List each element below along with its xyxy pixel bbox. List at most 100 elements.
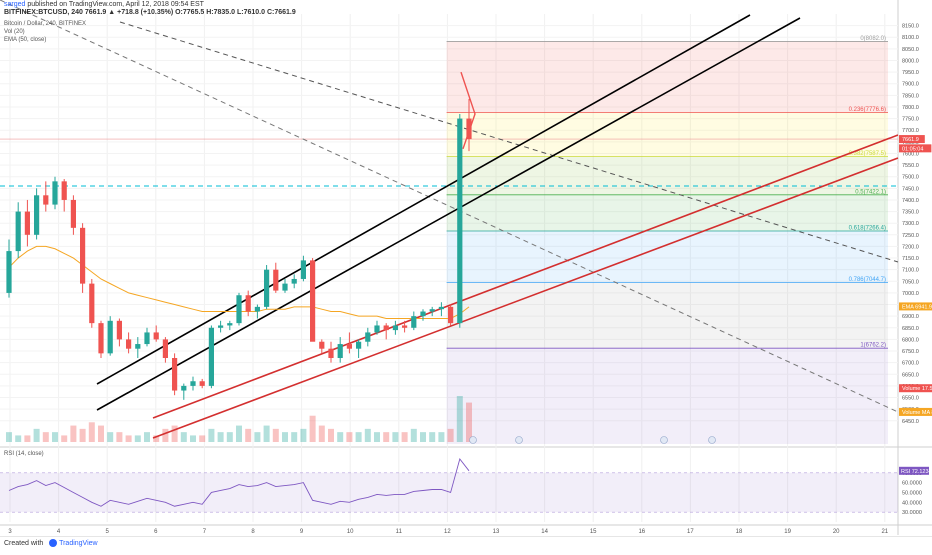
rsi-tick-label: 40.0000 <box>902 500 922 506</box>
volume-bar <box>52 432 58 442</box>
rsi-tick-label: 60.0000 <box>902 481 922 487</box>
footer: Created with TradingView <box>0 536 932 551</box>
red-channel-lower <box>152 157 899 439</box>
volume-bar <box>272 428 279 442</box>
candle-body <box>135 344 141 349</box>
candle-body <box>144 332 150 345</box>
candle-body <box>402 325 408 328</box>
candle-body <box>438 306 444 310</box>
x-tick-label: 3 <box>8 529 12 535</box>
event-marker-icon <box>469 436 477 444</box>
price-tick-label: 6550.0 <box>902 396 919 402</box>
volume-bar <box>447 428 454 442</box>
rsi-band <box>0 472 898 513</box>
legend-rsi[interactable]: RSI (14, close) <box>4 451 44 457</box>
price-axis-badge-label: Volume MA 8.506K <box>902 410 932 416</box>
volume-bar <box>217 432 224 442</box>
legend-main[interactable]: Bitcoin / Dollar, 240, BITFINEX <box>4 21 87 27</box>
price-tick-label: 6450.0 <box>902 419 919 425</box>
event-marker-icon <box>708 436 716 444</box>
candle-body <box>98 323 104 354</box>
publish-info: sarged published on TradingView.com, Apr… <box>4 1 204 9</box>
x-tick-label: 11 <box>396 529 403 535</box>
candle-body <box>34 195 40 235</box>
candle-body <box>116 320 122 340</box>
candle-body <box>264 269 270 307</box>
candle-body <box>80 227 86 284</box>
black-channel-lower <box>96 17 801 411</box>
volume-bar <box>466 402 472 442</box>
candle-body <box>448 306 454 324</box>
volume-bar <box>88 422 95 442</box>
x-tick-label: 4 <box>57 529 61 535</box>
tradingview-link[interactable]: TradingView <box>59 540 98 547</box>
fib-zone <box>446 230 888 283</box>
volume-bar <box>24 435 31 442</box>
red-channel-upper <box>152 134 899 419</box>
rsi-tick-label: 50.0000 <box>902 490 922 496</box>
price-tick-label: 7500.0 <box>902 175 919 181</box>
tradingview-logo-icon <box>49 539 58 548</box>
volume-bar <box>153 435 160 442</box>
price-tick-label: 7150.0 <box>902 256 919 262</box>
candle-body <box>365 332 371 342</box>
fib-level-label: 0.5(7422.1) <box>855 189 886 195</box>
price-axis-badge <box>899 384 932 393</box>
fib-zone <box>446 156 888 195</box>
candle-body <box>310 260 316 342</box>
candle-body <box>172 358 178 391</box>
volume-bar <box>383 432 390 442</box>
volume-bar <box>364 428 371 442</box>
volume-bar <box>429 432 436 442</box>
candle-body <box>61 181 67 200</box>
price-tick-label: 7700.0 <box>902 128 919 134</box>
candle-body <box>43 195 49 205</box>
price-tick-label: 7250.0 <box>902 233 919 239</box>
candle-body <box>89 283 95 324</box>
candle-body <box>291 278 297 284</box>
x-tick-label: 13 <box>493 529 500 535</box>
legend-volume[interactable]: Vol (20) <box>4 29 25 35</box>
volume-bar <box>254 432 261 442</box>
fib-level-label: 1(6762.2) <box>860 343 886 349</box>
price-tick-label: 7050.0 <box>902 279 919 285</box>
candle-body <box>236 295 242 324</box>
volume-bar <box>245 428 252 442</box>
price-tick-label: 7600.0 <box>902 151 919 157</box>
candle-body <box>126 339 132 349</box>
price-tick-label: 8000.0 <box>902 58 919 64</box>
candle-body <box>328 348 334 358</box>
volume-bar <box>328 428 334 442</box>
annotation-arrow <box>460 71 476 150</box>
candle-body <box>300 260 306 279</box>
x-tick-label: 21 <box>881 529 888 535</box>
candle-body <box>319 341 325 349</box>
publisher-link[interactable]: sarged <box>4 1 26 8</box>
volume-bar <box>236 425 242 442</box>
legend-ema[interactable]: EMA (50, close) <box>4 37 47 43</box>
price-tick-label: 6650.0 <box>902 372 919 378</box>
fib-level-label: 0.382(7587.5) <box>849 151 886 157</box>
price-tick-label: 6800.0 <box>902 337 919 343</box>
price-axis-badge <box>899 407 932 416</box>
volume-bar <box>438 432 445 442</box>
volume-bar <box>79 428 86 442</box>
candle-body <box>374 325 380 333</box>
created-with-text: Created with <box>4 540 44 547</box>
volume-bar <box>162 428 169 442</box>
event-marker-icon <box>660 436 668 444</box>
x-tick-label: 9 <box>300 529 304 535</box>
volume-bar <box>190 435 196 442</box>
price-axis-badge <box>899 302 932 311</box>
fib-zone <box>446 112 888 157</box>
price-axis-badge <box>899 144 932 153</box>
rsi-tick-label: 30.0000 <box>902 510 922 516</box>
fib-zone <box>446 194 888 231</box>
price-tick-label: 7450.0 <box>902 186 919 192</box>
price-tick-label: 6900.0 <box>902 314 919 320</box>
candle-body <box>420 311 426 317</box>
price-tick-label: 7850.0 <box>902 93 919 99</box>
candle-body <box>282 283 288 291</box>
